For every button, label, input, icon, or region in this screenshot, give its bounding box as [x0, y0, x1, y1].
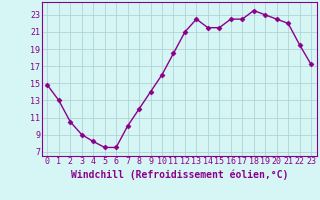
- X-axis label: Windchill (Refroidissement éolien,°C): Windchill (Refroidissement éolien,°C): [70, 169, 288, 180]
